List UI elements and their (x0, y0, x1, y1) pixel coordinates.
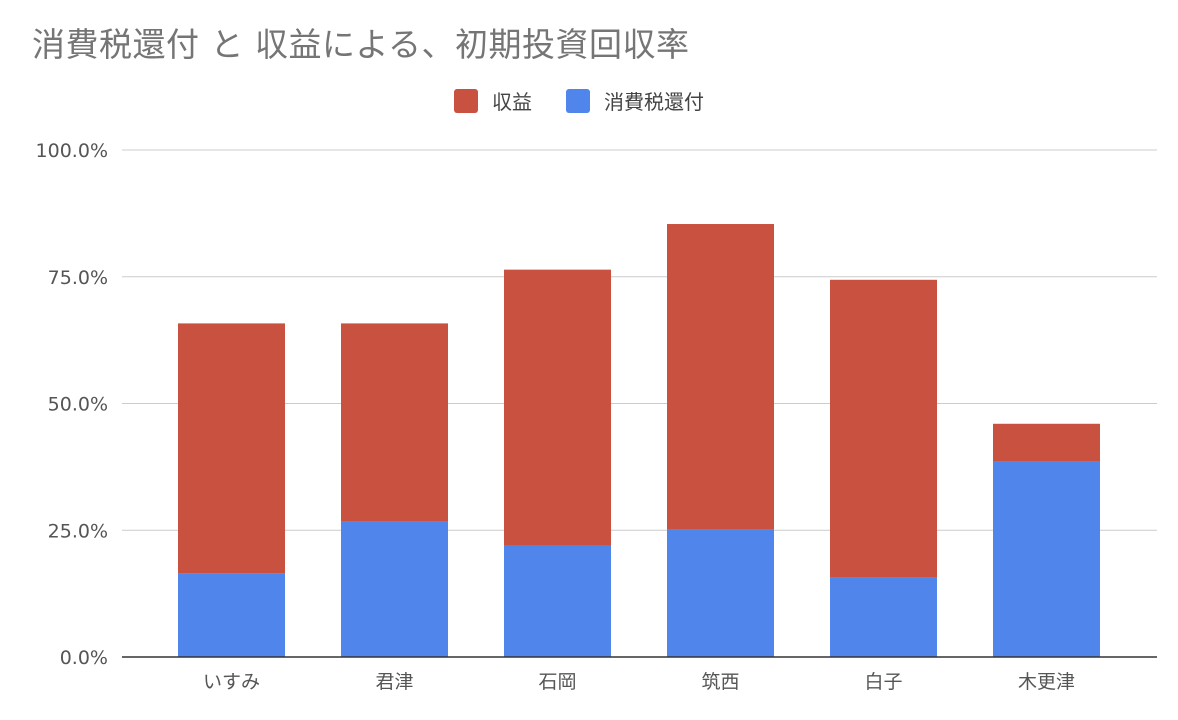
y-tick-label: 75.0% (48, 267, 108, 289)
x-tick-label: 木更津 (1018, 671, 1075, 693)
bar-segment-revenue (993, 423, 1100, 462)
bar-segment-tax-refund (504, 545, 611, 657)
bar-segment-tax-refund (178, 573, 285, 657)
legend-swatch-tax-refund (566, 88, 590, 113)
bar-segment-revenue (504, 269, 611, 546)
legend-item-revenue: 収益 (454, 86, 532, 115)
bar-segment-tax-refund (341, 521, 448, 657)
y-tick-label: 50.0% (48, 394, 108, 416)
chart-title: 消費税還付 と 収益による、初期投資回収率 (32, 25, 690, 64)
x-tick-label: 君津 (375, 671, 413, 693)
x-tick-label: 筑西 (701, 671, 739, 693)
y-tick-label: 100.0% (36, 140, 108, 162)
x-tick-label: いすみ (203, 671, 260, 693)
x-tick-label: 石岡 (538, 671, 576, 693)
bar-segment-tax-refund (667, 529, 774, 657)
x-tick-label: 白子 (864, 671, 902, 693)
legend-item-tax-refund: 消費税還付 (566, 86, 704, 115)
bar-segment-revenue (341, 323, 448, 522)
bar-segment-revenue (667, 224, 774, 530)
bar-segment-tax-refund (830, 577, 937, 657)
bar-segment-tax-refund (993, 461, 1100, 657)
legend-label-revenue: 収益 (492, 90, 532, 114)
bar-segment-revenue (830, 279, 937, 578)
legend: 収益 消費税還付 (454, 86, 704, 115)
legend-swatch-revenue (454, 88, 478, 113)
y-tick-label: 25.0% (48, 520, 108, 542)
y-tick-label: 0.0% (60, 647, 108, 669)
legend-label-tax-refund: 消費税還付 (604, 90, 704, 114)
bar-segment-revenue (178, 323, 285, 574)
